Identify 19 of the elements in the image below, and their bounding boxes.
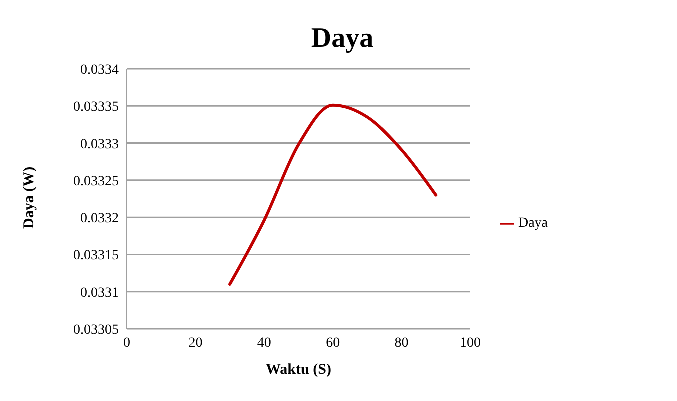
y-axis-title: Daya (W) (21, 166, 38, 229)
legend-label: Daya (518, 216, 548, 231)
x-tick-label: 20 (188, 336, 203, 351)
y-tick-label: 0.0332 (80, 212, 119, 227)
y-tick-label: 0.0333 (80, 137, 119, 152)
y-tick-label: 0.03305 (74, 322, 119, 338)
y-tick-label: 0.0331 (80, 286, 119, 301)
x-tick-label: 80 (394, 336, 409, 351)
x-axis-title: Waktu (S) (266, 362, 332, 378)
x-tick-label: 0 (124, 336, 130, 351)
y-tick-label: 0.0334 (80, 62, 119, 78)
x-tick-label: 40 (257, 336, 272, 351)
line-series (228, 104, 438, 286)
chart-title: Daya (310, 22, 375, 56)
y-tick-label: 0.03325 (74, 174, 119, 190)
y-tick-label: 0.03315 (74, 248, 119, 264)
x-tick-label: 100 (460, 336, 481, 351)
y-tick-label: 0.03335 (74, 100, 119, 116)
x-tick-label: 60 (326, 336, 340, 351)
